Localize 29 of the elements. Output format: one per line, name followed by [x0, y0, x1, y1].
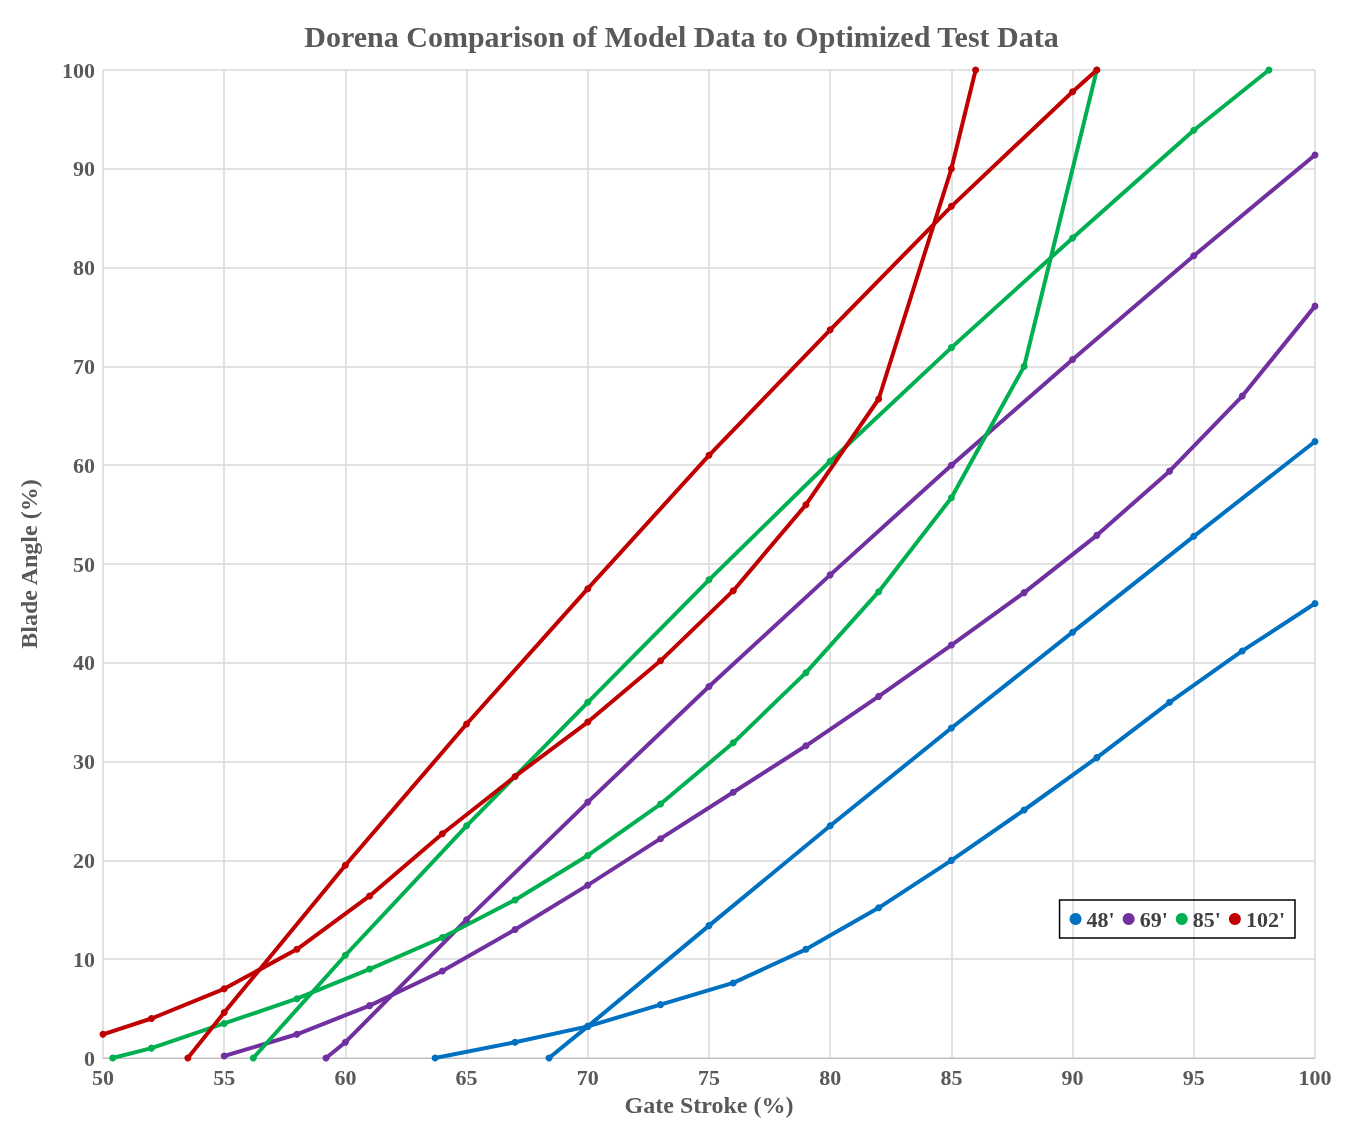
legend-label: 69': [1139, 906, 1168, 932]
x-tick-label: 50: [92, 1064, 114, 1090]
y-tick-label: 100: [62, 57, 95, 83]
x-tick-label: 80: [819, 1064, 842, 1090]
chart-title: Dorena Comparison of Model Data to Optimized Test Data: [304, 19, 1059, 53]
y-tick-label: 40: [73, 650, 95, 676]
y-tick-label: 10: [73, 946, 95, 972]
x-tick-label: 55: [213, 1064, 236, 1090]
y-tick-label: 30: [73, 749, 95, 775]
x-tick-label: 60: [334, 1064, 357, 1090]
legend-label: 85': [1192, 906, 1221, 932]
y-tick-label: 90: [73, 156, 95, 182]
y-tick-label: 50: [73, 551, 95, 577]
x-tick-label: 85: [940, 1064, 963, 1090]
y-tick-label: 60: [73, 452, 95, 478]
y-tick-label: 20: [73, 847, 95, 873]
x-tick-label: 100: [1298, 1064, 1332, 1090]
legend-label: 48': [1086, 906, 1115, 932]
x-tick-label: 65: [455, 1064, 478, 1090]
y-tick-label: 80: [73, 255, 95, 281]
y-tick-label: 0: [84, 1045, 95, 1071]
y-axis-title: Blade Angle (%): [16, 479, 42, 649]
legend-label: 102': [1245, 906, 1286, 932]
x-tick-label: 75: [698, 1064, 720, 1090]
y-tick-label: 70: [73, 353, 95, 379]
x-tick-label: 70: [576, 1064, 599, 1090]
x-axis-title: Gate Stroke (%): [624, 1091, 794, 1118]
x-tick-label: 90: [1061, 1064, 1084, 1090]
x-tick-label: 95: [1182, 1064, 1205, 1090]
